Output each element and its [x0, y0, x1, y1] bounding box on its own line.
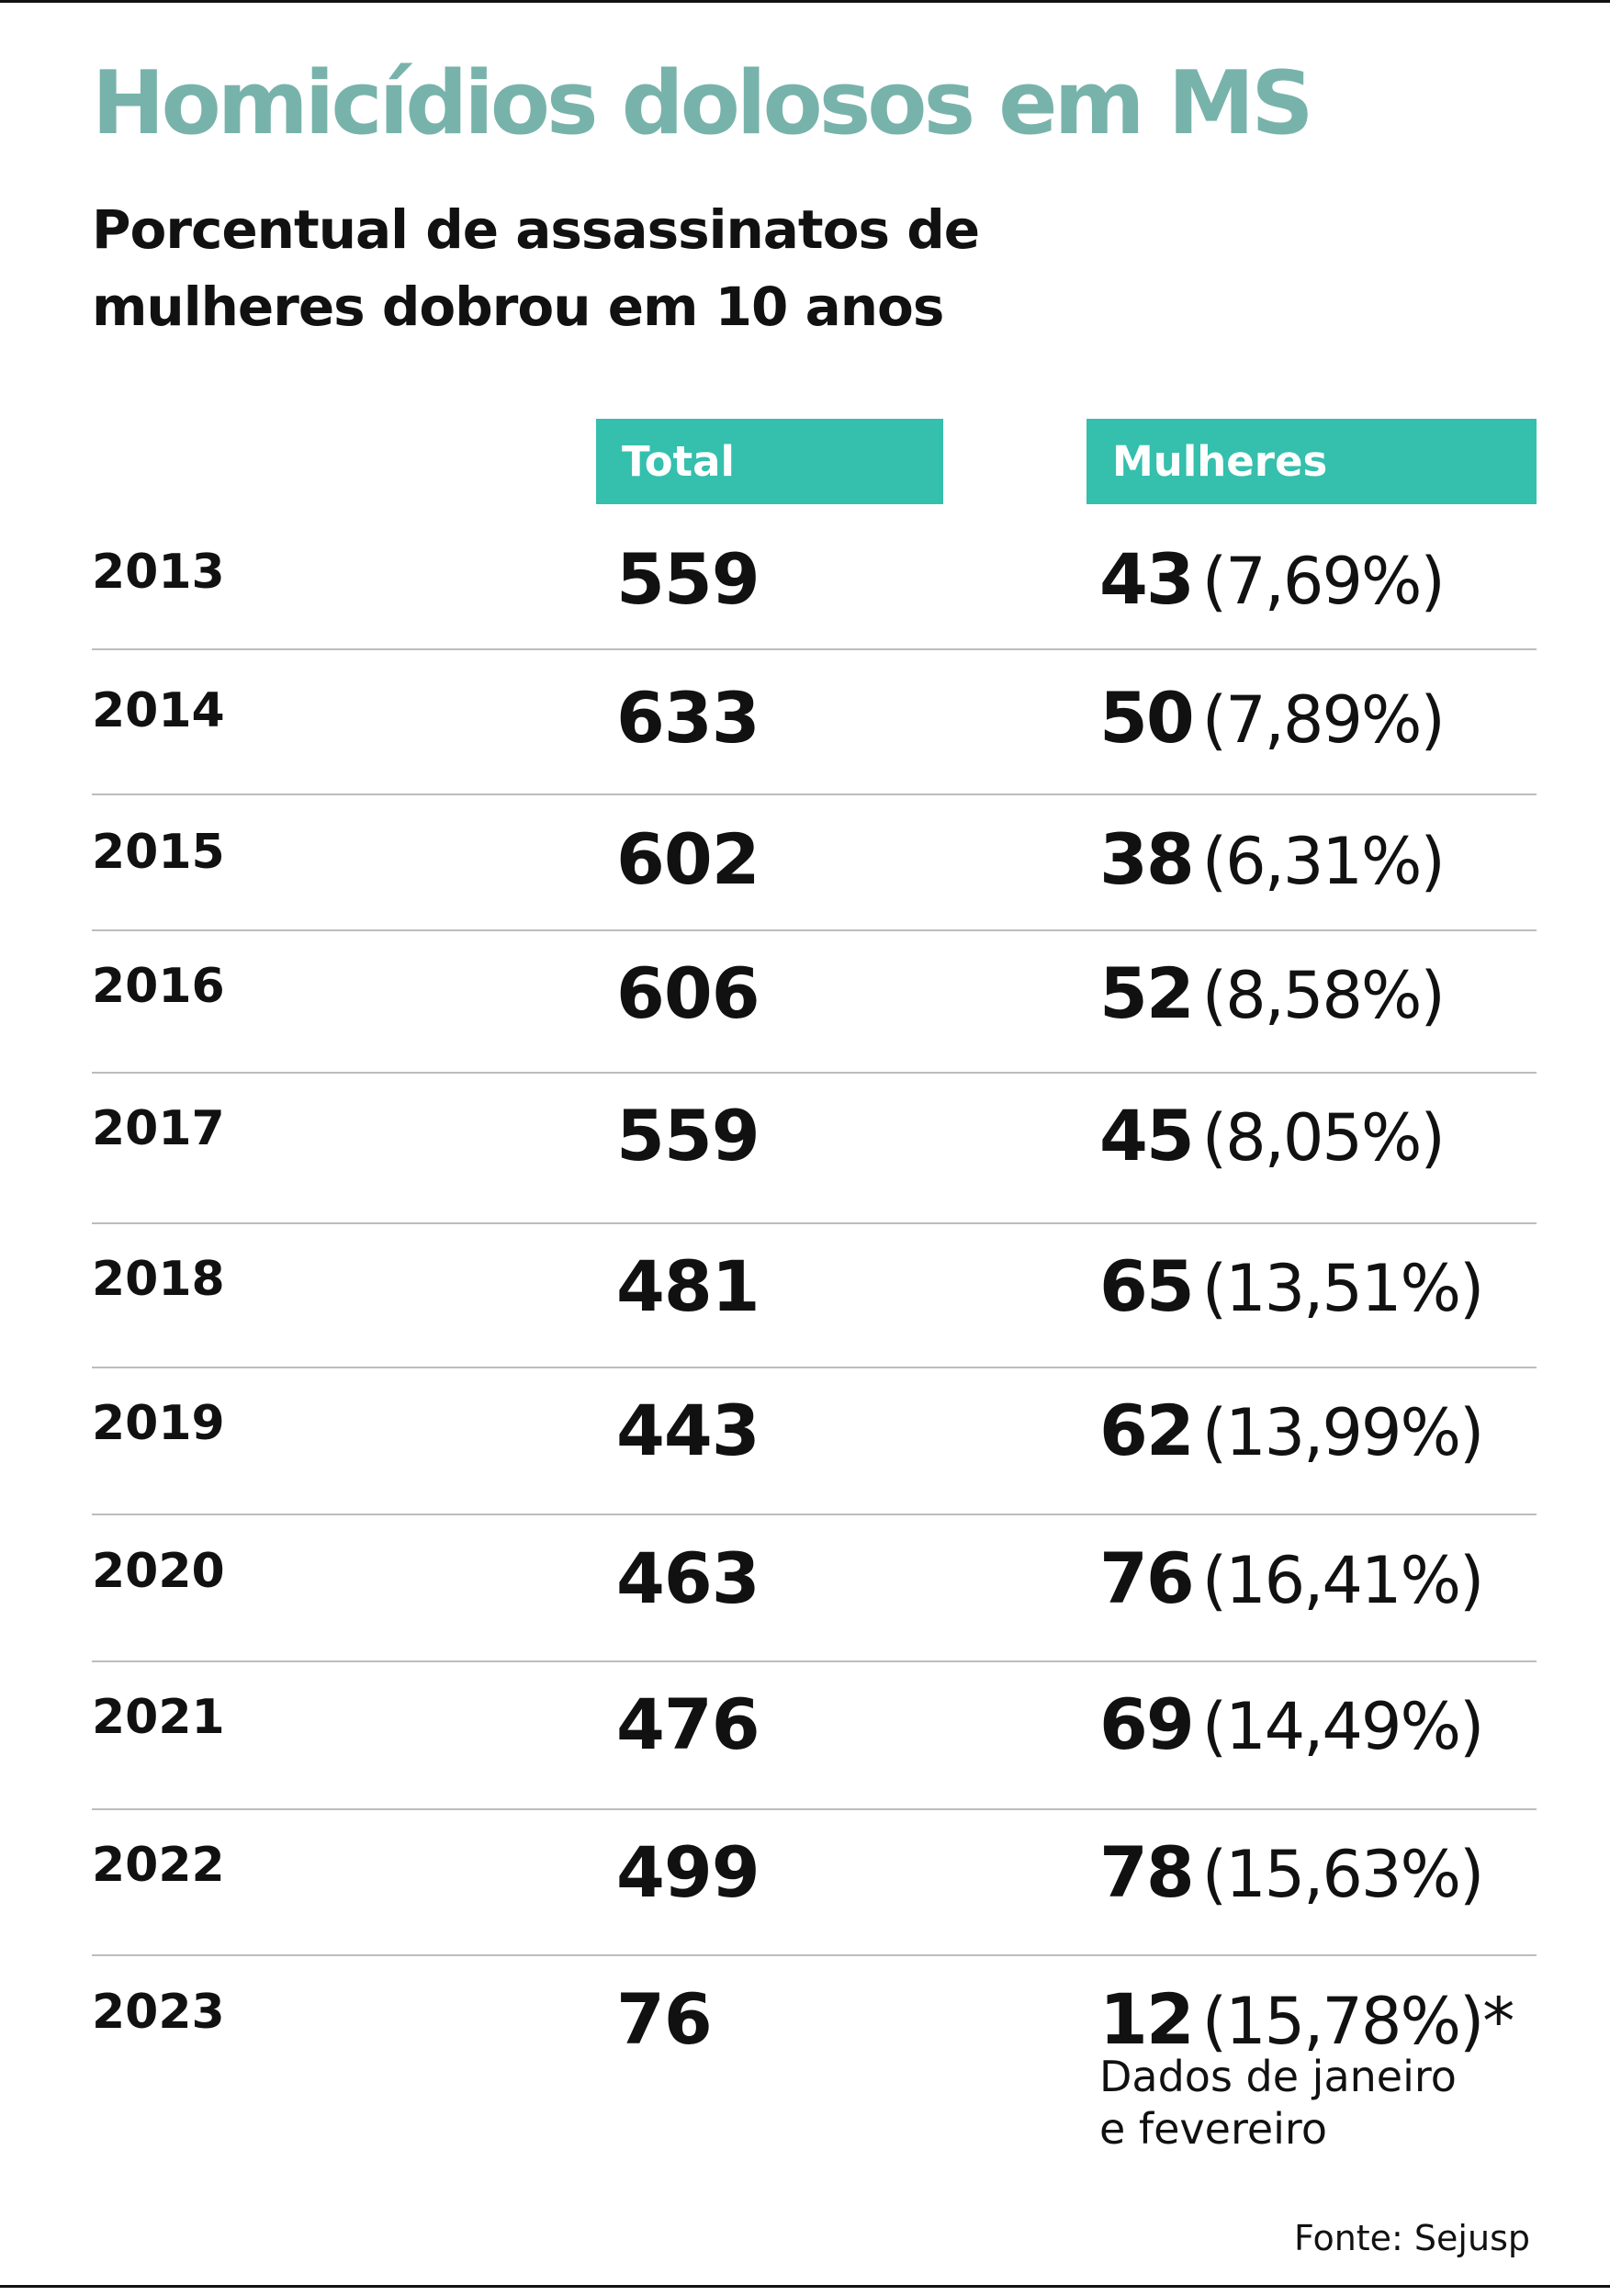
source-credit: Fonte: Sejusp: [1293, 2218, 1530, 2258]
row-women: 45 (8,05%): [1099, 1095, 1446, 1194]
row-women-percent: (7,89%): [1201, 682, 1446, 758]
row-year: 2016: [92, 959, 225, 1014]
row-total: 602: [616, 818, 760, 900]
row-women-count: 50: [1099, 677, 1195, 759]
subtitle-line-2: mulheres dobrou em 10 anos: [92, 276, 944, 338]
row-women-percent: (6,31%): [1201, 824, 1446, 899]
row-women-percent: (8,05%): [1201, 1100, 1446, 1176]
row-women: 78 (15,63%): [1099, 1831, 1485, 1930]
row-women: 62 (13,99%): [1099, 1390, 1485, 1489]
row-women-percent: (14,49%): [1201, 1689, 1485, 1764]
row-women: 38 (6,31%): [1099, 818, 1446, 917]
row-women-count: 78: [1099, 1831, 1195, 1913]
row-total: 443: [616, 1390, 760, 1471]
row-women-percent: (13,99%): [1201, 1395, 1485, 1470]
row-women: 12 (15,78%)*: [1099, 1978, 1515, 2077]
row-divider: [92, 793, 1537, 795]
column-header-women: Mulheres: [1086, 419, 1537, 504]
row-year: 2017: [92, 1101, 225, 1156]
row-women: 65 (13,51%): [1099, 1245, 1485, 1345]
row-women-count: 69: [1099, 1683, 1195, 1765]
row-women-count: 62: [1099, 1390, 1195, 1471]
row-women: 76 (16,41%): [1099, 1537, 1485, 1637]
row-divider: [92, 1072, 1537, 1074]
row-women-percent: (8,58%): [1201, 958, 1446, 1033]
row-year: 2015: [92, 825, 225, 880]
row-total: 481: [616, 1245, 760, 1327]
row-women-percent: (7,69%): [1201, 544, 1446, 619]
row-women-count: 52: [1099, 952, 1195, 1034]
row-year: 2018: [92, 1252, 225, 1307]
subtitle-line-1: Porcentual de assassinatos de: [92, 198, 980, 261]
footnote-line-1: Dados de janeiro: [1099, 2052, 1457, 2101]
top-rule: [0, 0, 1610, 3]
row-total: 499: [616, 1831, 760, 1913]
row-total: 633: [616, 677, 760, 759]
page-subtitle: Porcentual de assassinatos de mulheres d…: [92, 191, 1194, 345]
row-divider: [92, 1514, 1537, 1515]
row-year: 2013: [92, 545, 225, 600]
row-total: 76: [616, 1978, 713, 2060]
bottom-rule: [0, 2285, 1610, 2288]
row-women: 52 (8,58%): [1099, 952, 1446, 1052]
row-divider: [92, 1954, 1537, 1956]
row-women: 69 (14,49%): [1099, 1683, 1485, 1783]
row-women-count: 38: [1099, 818, 1195, 900]
footnote-line-2: e fevereiro: [1099, 2104, 1327, 2154]
row-women-count: 45: [1099, 1095, 1195, 1176]
row-year: 2019: [92, 1396, 225, 1451]
row-year: 2023: [92, 1985, 225, 2040]
row-year: 2021: [92, 1690, 225, 1745]
page-title: Homicídios dolosos em MS: [92, 53, 1314, 154]
row-year: 2022: [92, 1838, 225, 1893]
row-total: 559: [616, 1095, 760, 1176]
row-divider: [92, 1367, 1537, 1368]
row-divider: [92, 1222, 1537, 1224]
row-divider: [92, 929, 1537, 931]
row-women-percent: (16,41%): [1201, 1543, 1485, 1618]
row-divider: [92, 1660, 1537, 1662]
row-women: 50 (7,89%): [1099, 677, 1446, 776]
row-year: 2014: [92, 683, 225, 738]
row-women-count: 65: [1099, 1245, 1195, 1327]
row-women-count: 12: [1099, 1978, 1195, 2060]
row-divider: [92, 648, 1537, 650]
row-year: 2020: [92, 1544, 225, 1599]
column-header-total: Total: [596, 419, 943, 504]
row-women-percent: (13,51%): [1201, 1251, 1485, 1326]
footnote: Dados de janeiro e fevereiro: [1099, 2051, 1559, 2155]
row-total: 559: [616, 538, 760, 620]
row-total: 606: [616, 952, 760, 1034]
row-women-percent: (15,78%)*: [1201, 1984, 1515, 2059]
row-women-count: 76: [1099, 1537, 1195, 1619]
row-divider: [92, 1808, 1537, 1810]
row-women-count: 43: [1099, 538, 1195, 620]
row-total: 463: [616, 1537, 760, 1619]
row-women: 43 (7,69%): [1099, 538, 1446, 637]
row-total: 476: [616, 1683, 760, 1765]
row-women-percent: (15,63%): [1201, 1837, 1485, 1912]
